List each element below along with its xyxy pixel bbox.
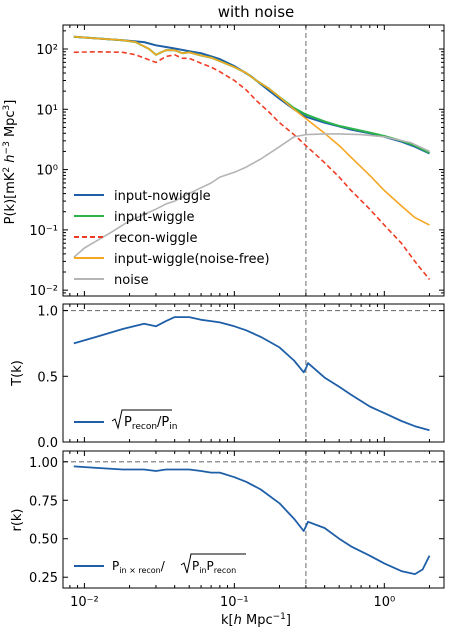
series-line-0 (73, 465, 431, 575)
y-tick-label: 0.75 (29, 494, 58, 509)
sqrt-sign-icon (111, 409, 172, 430)
sqrt-sign-icon (180, 553, 246, 574)
series-line-0 (73, 316, 430, 432)
transfer-ylabel: T(k) (10, 360, 25, 387)
chart-title: with noise (218, 3, 295, 21)
transfer-lines (63, 304, 444, 442)
transfer-axes: 0.0 0.5 1.0 (37, 304, 444, 451)
correlation-legend-label: Pin × recon/ (112, 559, 166, 575)
x-tick-label: 10⁰ (373, 595, 395, 610)
power-legend: input-nowiggle input-wiggle recon-wiggle in… (74, 189, 270, 288)
y-tick-label: 0.50 (29, 533, 58, 548)
correlation-axes: 0.25 0.50 0.75 1.00 (29, 451, 444, 588)
power-spectrum-axes: 10⁻² 10⁻¹ 10⁰ 10¹ 10² (29, 25, 444, 299)
transfer-legend-label: Precon/Pin (124, 415, 178, 432)
y-tick-label: 0.25 (29, 571, 58, 586)
series-line-3 (73, 35, 430, 226)
transfer-legend: Precon/Pin (74, 409, 178, 432)
x-tick-label: 10⁻¹ (220, 595, 249, 610)
series-line-2 (73, 50, 431, 281)
y-tick-label: 10⁰ (36, 164, 58, 179)
transfer-panel: 0.0 0.5 1.0 T(k) Precon/Pin (10, 303, 445, 451)
correlation-panel: 0.25 0.50 0.75 1.00 r(k) Pin × recon/ PinPr… (10, 450, 445, 589)
y-tick-label: 0.0 (37, 436, 58, 451)
legend-label: recon-wiggle (114, 231, 197, 246)
correlation-lines (63, 451, 444, 588)
y-tick-label: 10² (36, 43, 58, 58)
power-spectrum-lines (73, 25, 431, 296)
x-tick-label: 10⁻² (70, 595, 99, 610)
y-tick-label: 1.0 (37, 305, 58, 320)
power-ylabel: P(k)[mK2 h−3 Mpc3] (2, 100, 18, 225)
y-tick-label: 10¹ (36, 103, 58, 118)
legend-label: input-wiggle (114, 210, 195, 225)
correlation-legend: Pin × recon/ PinPrecon (74, 553, 246, 575)
legend-label: input-wiggle(noise-free) (114, 252, 270, 267)
correlation-legend-root: PinPrecon (192, 559, 236, 575)
legend-label: input-nowiggle (114, 189, 211, 204)
correlation-ylabel: r(k) (10, 508, 25, 531)
y-tick-label: 1.00 (29, 456, 58, 471)
x-axis-label: k[h Mpc−1] (221, 612, 291, 628)
power-spectrum-panel: 10⁻² 10⁻¹ 10⁰ 10¹ 10² P(k)[mK2 h−3 Mpc3] inp… (2, 24, 445, 299)
y-tick-label: 10⁻² (29, 284, 58, 299)
y-tick-label: 0.5 (37, 370, 58, 385)
x-tick-labels: 10⁻² 10⁻¹ 10⁰ (70, 595, 395, 610)
legend-label: noise (114, 273, 149, 288)
y-tick-label: 10⁻¹ (29, 224, 58, 239)
series-line-4 (73, 133, 430, 258)
